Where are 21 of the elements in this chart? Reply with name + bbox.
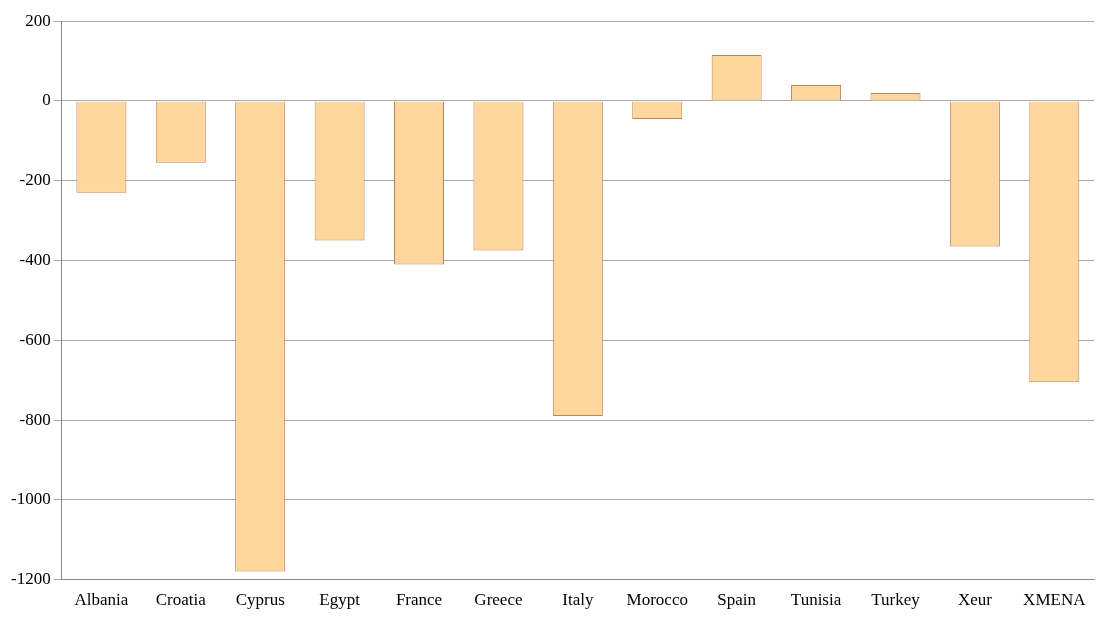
x-tick-label: XMENA — [1023, 590, 1087, 610]
y-tick-label: 0 — [42, 90, 51, 110]
x-tick-label: France — [395, 590, 443, 610]
x-tick-label: Morocco — [626, 590, 688, 610]
x-tick-label: Spain — [717, 590, 757, 610]
x-tick-label: Cyprus — [235, 590, 285, 610]
x-tick-label: Turkey — [871, 590, 921, 610]
x-tick-label: Croatia — [155, 590, 207, 610]
y-tick-label: -600 — [19, 329, 51, 349]
x-tick-label: Italy — [562, 590, 594, 610]
y-tick-label: -1200 — [10, 569, 51, 589]
x-tick-label: Xeur — [957, 590, 993, 610]
y-tick-label: -200 — [19, 170, 51, 190]
y-tick-label: -400 — [19, 249, 51, 269]
y-tick-label: 200 — [25, 10, 51, 30]
x-tick-label: Egypt — [319, 590, 361, 610]
x-tick-label: Tunisia — [790, 590, 842, 610]
x-tick-label: Albania — [74, 590, 129, 610]
x-tick-label: Greece — [474, 590, 523, 610]
y-tick-label: -800 — [19, 409, 51, 429]
y-tick-label: -1000 — [10, 489, 51, 509]
